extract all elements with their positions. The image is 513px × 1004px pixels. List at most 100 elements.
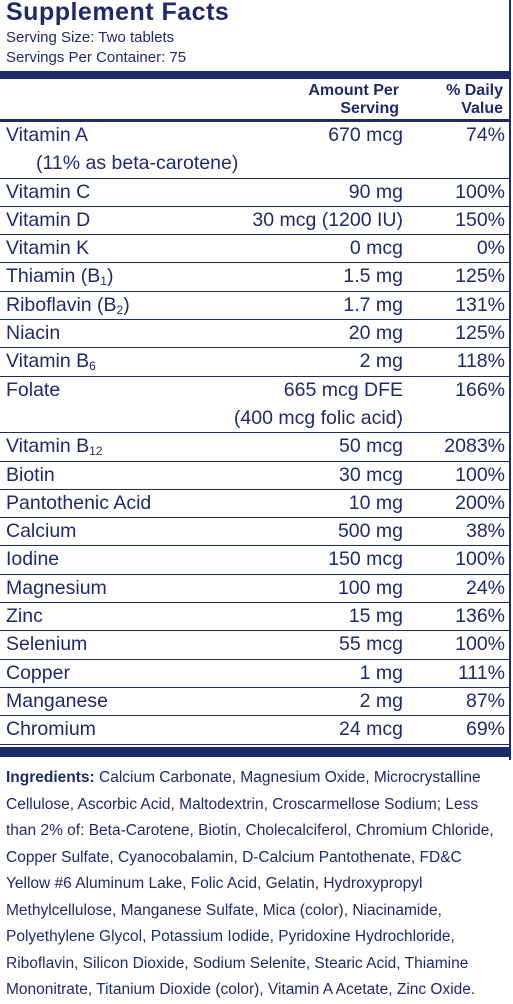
nutrient-name-suffix: ) — [123, 293, 130, 316]
nutrient-subscript: 6 — [89, 359, 96, 374]
nutrient-name-text: Folate — [6, 378, 61, 401]
nutrient-daily-value: 150% — [455, 208, 505, 231]
nutrient-amount: 1.7 mg — [343, 293, 403, 316]
nutrient-daily-value: 166% — [455, 378, 505, 401]
nutrient-daily-value: 100% — [455, 633, 505, 656]
nutrient-name-text: Vitamin K — [6, 237, 90, 260]
nutrient-name: Vitamin B6 — [6, 350, 96, 373]
nutrient-name: Selenium — [6, 633, 87, 656]
nutrient-amount: 30 mcg — [339, 463, 403, 486]
header-amount-line2: Serving — [340, 100, 399, 117]
nutrient-amount: 15 mg — [348, 605, 403, 628]
nutrient-name: Niacin — [6, 322, 60, 345]
nutrient-amount: 500 mg — [337, 520, 403, 543]
nutrient-name: Pantothenic Acid — [6, 492, 151, 515]
nutrient-amount: 2 mg — [359, 689, 403, 712]
table-row: Vitamin C 90 mg 100% — [0, 179, 511, 207]
nutrient-daily-value: 125% — [455, 265, 505, 288]
nutrient-note: (400 mcg folic acid) — [233, 406, 403, 429]
nutrient-amount: 20 mg — [348, 322, 403, 345]
table-row: Vitamin B6 2 mg 118% — [0, 348, 511, 377]
header-dv-line1: % Daily — [446, 82, 503, 99]
nutrient-daily-value: 2083% — [444, 435, 505, 458]
nutrient-amount: 90 mg — [348, 180, 403, 203]
nutrient-name: Chromium — [6, 718, 96, 741]
table-row: Copper 1 mg 111% — [0, 660, 511, 688]
nutrient-amount: 100 mg — [337, 576, 403, 599]
nutrient-name: Zinc — [6, 605, 43, 628]
nutrient-name-text: Magnesium — [6, 576, 107, 599]
nutrient-name-text: Pantothenic Acid — [6, 491, 152, 514]
table-row: Biotin 30 mcg 100% — [0, 462, 511, 490]
nutrient-name-suffix: ) — [106, 265, 114, 288]
nutrient-table: Vitamin A 670 mcg 74% (11% as beta-carotene… — [0, 122, 511, 745]
nutrient-name-text: Selenium — [6, 633, 88, 656]
table-row: Pantothenic Acid 10 mg 200% — [0, 490, 511, 519]
serving-size: Serving Size: Two tablets — [6, 29, 175, 46]
nutrient-amount: 55 mcg — [339, 633, 403, 656]
nutrient-amount: 1.5 mg — [343, 265, 403, 288]
nutrient-name: Thiamin (B1) — [6, 265, 113, 288]
nutrient-amount: 1 mg — [359, 661, 403, 684]
nutrient-name: Riboflavin (B2) — [6, 294, 130, 317]
nutrient-name-text: Vitamin B — [6, 350, 90, 373]
table-row: Zinc 15 mg 136% — [0, 603, 511, 632]
ingredients-label: Ingredients: — [6, 769, 95, 786]
nutrient-daily-value: 74% — [465, 124, 505, 146]
header-dv-line2: Value — [461, 100, 503, 117]
nutrient-subscript: 2 — [116, 302, 124, 317]
table-row: Thiamin (B1) 1.5 mg 125% — [0, 263, 511, 292]
supplement-facts-panel: Supplement Facts Serving Size: Two table… — [0, 0, 511, 760]
nutrient-name-text: Zinc — [6, 605, 43, 628]
nutrient-subscript: 12 — [89, 444, 103, 459]
table-row: Calcium 500 mg 38% — [0, 518, 511, 547]
nutrient-amount: 10 mg — [348, 491, 403, 514]
nutrient-note: (11% as beta-carotene) — [36, 152, 239, 174]
table-row: Vitamin A 670 mcg 74% (11% as beta-carotene… — [0, 122, 511, 179]
ingredients-block: Ingredients: Calcium Carbonate, Magnesiu… — [6, 765, 506, 1004]
table-row: Manganese 2 mg 87% — [0, 688, 511, 717]
nutrient-name-text: Vitamin D — [6, 208, 91, 231]
nutrient-name-text: Manganese — [6, 689, 108, 712]
nutrient-name-text: Vitamin A — [6, 124, 89, 146]
nutrient-name: Folate — [6, 379, 60, 402]
nutrient-name: Magnesium — [6, 577, 107, 600]
nutrient-name: Vitamin B12 — [6, 435, 102, 458]
header-daily-value: % Daily Value — [446, 82, 503, 118]
nutrient-daily-value: 111% — [458, 661, 505, 684]
nutrient-amount: 24 mcg — [339, 718, 403, 741]
nutrient-name-text: Riboflavin (B — [6, 293, 117, 316]
nutrient-name: Iodine — [6, 548, 59, 571]
nutrient-daily-value: 100% — [455, 548, 505, 571]
table-row: Folate 665 mcg DFE 166% (400 mcg folic acid… — [0, 377, 511, 434]
table-row: Niacin 20 mg 125% — [0, 320, 511, 349]
nutrient-daily-value: 24% — [465, 576, 505, 599]
nutrient-amount: 2 mg — [359, 350, 403, 373]
nutrient-daily-value: 0% — [476, 237, 505, 260]
top-thick-rule — [0, 71, 511, 79]
nutrient-daily-value: 136% — [455, 605, 505, 628]
nutrient-daily-value: 38% — [465, 520, 505, 543]
header-amount-line1: Amount Per — [308, 82, 399, 99]
nutrient-daily-value: 100% — [455, 180, 505, 203]
nutrient-name-text: Copper — [6, 661, 70, 684]
servings-per-container: Servings Per Container: 75 — [6, 49, 187, 66]
table-row: Vitamin B12 50 mcg 2083% — [0, 433, 511, 462]
ingredients-text: Calcium Carbonate, Magnesium Oxide, Micr… — [6, 769, 494, 998]
nutrient-subscript: 1 — [100, 274, 107, 289]
nutrient-name-text: Niacin — [6, 322, 61, 345]
nutrient-name: Vitamin A — [6, 124, 88, 147]
nutrient-daily-value: 100% — [455, 463, 505, 486]
header-amount-per-serving: Amount Per Serving — [308, 82, 399, 118]
table-row: Chromium 24 mcg 69% — [0, 716, 511, 745]
nutrient-name-text: Chromium — [6, 718, 96, 741]
nutrient-name-text: Biotin — [6, 463, 55, 486]
nutrient-daily-value: 118% — [456, 350, 505, 373]
nutrient-daily-value: 69% — [465, 718, 505, 741]
nutrient-name: Calcium — [6, 520, 76, 543]
nutrient-name: Biotin — [6, 464, 55, 487]
nutrient-name: Vitamin K — [6, 237, 89, 260]
nutrient-name: Manganese — [6, 690, 108, 713]
panel-title: Supplement Facts — [6, 0, 230, 26]
table-row: Magnesium 100 mg 24% — [0, 575, 511, 604]
